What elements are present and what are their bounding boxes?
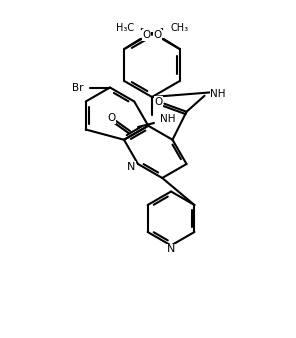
Text: O: O	[142, 30, 150, 40]
Text: O: O	[155, 97, 163, 107]
Text: N: N	[127, 162, 135, 172]
Text: NH: NH	[160, 114, 176, 124]
Text: O: O	[107, 113, 115, 123]
Text: CH₃: CH₃	[170, 23, 189, 33]
Text: NH: NH	[210, 89, 226, 99]
Text: O: O	[154, 30, 162, 40]
Text: N: N	[167, 244, 175, 255]
Text: Br: Br	[72, 82, 84, 93]
Text: H₃C: H₃C	[115, 23, 134, 33]
